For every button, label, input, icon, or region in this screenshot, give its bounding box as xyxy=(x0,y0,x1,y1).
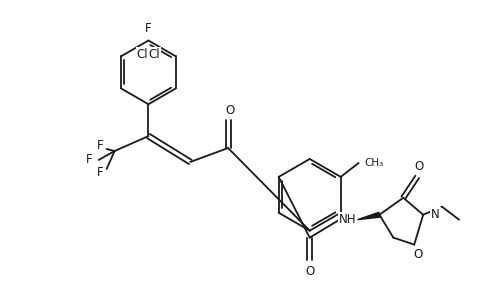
Text: Cl: Cl xyxy=(148,48,160,61)
Text: F: F xyxy=(145,22,152,35)
Text: F: F xyxy=(97,166,104,179)
Polygon shape xyxy=(357,212,380,220)
Text: NH: NH xyxy=(339,213,356,226)
Text: O: O xyxy=(413,248,423,261)
Text: CH₃: CH₃ xyxy=(365,158,384,168)
Text: Cl: Cl xyxy=(137,48,148,61)
Text: O: O xyxy=(414,160,424,174)
Text: O: O xyxy=(225,104,235,117)
Text: O: O xyxy=(305,265,314,278)
Text: N: N xyxy=(431,208,440,221)
Text: F: F xyxy=(97,139,104,151)
Text: F: F xyxy=(85,154,92,166)
